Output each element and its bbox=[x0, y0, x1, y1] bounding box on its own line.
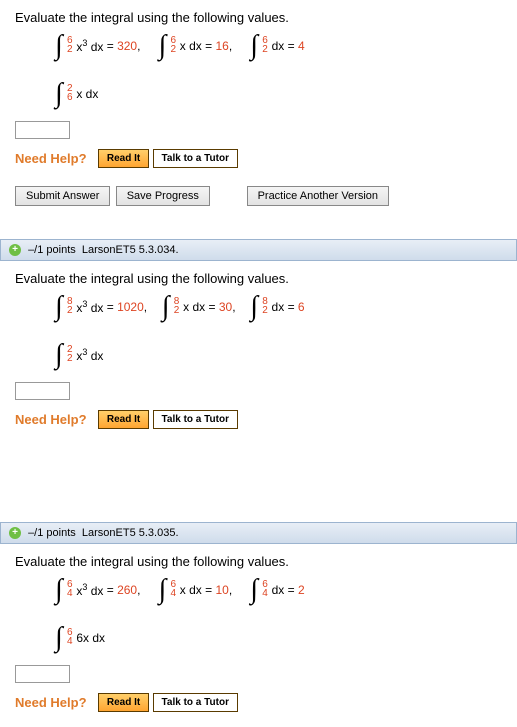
submit-row: Submit Answer Save Progress Practice Ano… bbox=[15, 186, 502, 206]
need-help-row: Need Help? Read It Talk to a Tutor bbox=[15, 149, 502, 168]
need-help-label: Need Help? bbox=[15, 695, 87, 710]
given-integrals: ∫64 x3 dx = 260, ∫64 x dx = 10, ∫64 dx =… bbox=[55, 577, 502, 655]
question-3: Evaluate the integral using the followin… bbox=[0, 544, 517, 727]
tutor-button[interactable]: Talk to a Tutor bbox=[153, 149, 238, 168]
given-row: ∫62 x3 dx = 320, ∫62 x dx = 16, ∫62 dx =… bbox=[55, 33, 502, 63]
target-integral: ∫64 6x dx bbox=[55, 625, 502, 655]
given-integrals: ∫82 x3 dx = 1020, ∫82 x dx = 30, ∫82 dx … bbox=[55, 294, 502, 372]
read-it-button[interactable]: Read It bbox=[98, 410, 149, 429]
answer-input[interactable] bbox=[15, 665, 70, 683]
submit-button[interactable]: Submit Answer bbox=[15, 186, 110, 206]
target-integral: ∫26 x dx bbox=[55, 81, 502, 111]
read-it-button[interactable]: Read It bbox=[98, 149, 149, 168]
need-help-row: Need Help? Read It Talk to a Tutor bbox=[15, 410, 502, 429]
save-button[interactable]: Save Progress bbox=[116, 186, 210, 206]
points-text: –/1 points bbox=[28, 527, 76, 539]
prompt-text: Evaluate the integral using the followin… bbox=[15, 554, 502, 569]
points-text: –/1 points bbox=[28, 244, 76, 256]
question-header-2: + –/1 points LarsonET5 5.3.034. bbox=[0, 239, 517, 261]
need-help-label: Need Help? bbox=[15, 151, 87, 166]
need-help-label: Need Help? bbox=[15, 412, 87, 427]
question-2: Evaluate the integral using the followin… bbox=[0, 261, 517, 444]
question-1: Evaluate the integral using the followin… bbox=[0, 0, 517, 221]
expand-icon[interactable]: + bbox=[9, 244, 21, 256]
prompt-text: Evaluate the integral using the followin… bbox=[15, 10, 502, 25]
given-integrals: ∫62 x3 dx = 320, ∫62 x dx = 16, ∫62 dx =… bbox=[55, 33, 502, 111]
prompt-text: Evaluate the integral using the followin… bbox=[15, 271, 502, 286]
question-header-3: + –/1 points LarsonET5 5.3.035. bbox=[0, 522, 517, 544]
tutor-button[interactable]: Talk to a Tutor bbox=[153, 693, 238, 712]
practice-button[interactable]: Practice Another Version bbox=[247, 186, 389, 206]
ref-text: LarsonET5 5.3.034. bbox=[82, 244, 179, 256]
ref-text: LarsonET5 5.3.035. bbox=[82, 527, 179, 539]
tutor-button[interactable]: Talk to a Tutor bbox=[153, 410, 238, 429]
read-it-button[interactable]: Read It bbox=[98, 693, 149, 712]
answer-input[interactable] bbox=[15, 121, 70, 139]
target-integral: ∫22 x3 dx bbox=[55, 342, 502, 372]
answer-input[interactable] bbox=[15, 382, 70, 400]
need-help-row: Need Help? Read It Talk to a Tutor bbox=[15, 693, 502, 712]
expand-icon[interactable]: + bbox=[9, 527, 21, 539]
